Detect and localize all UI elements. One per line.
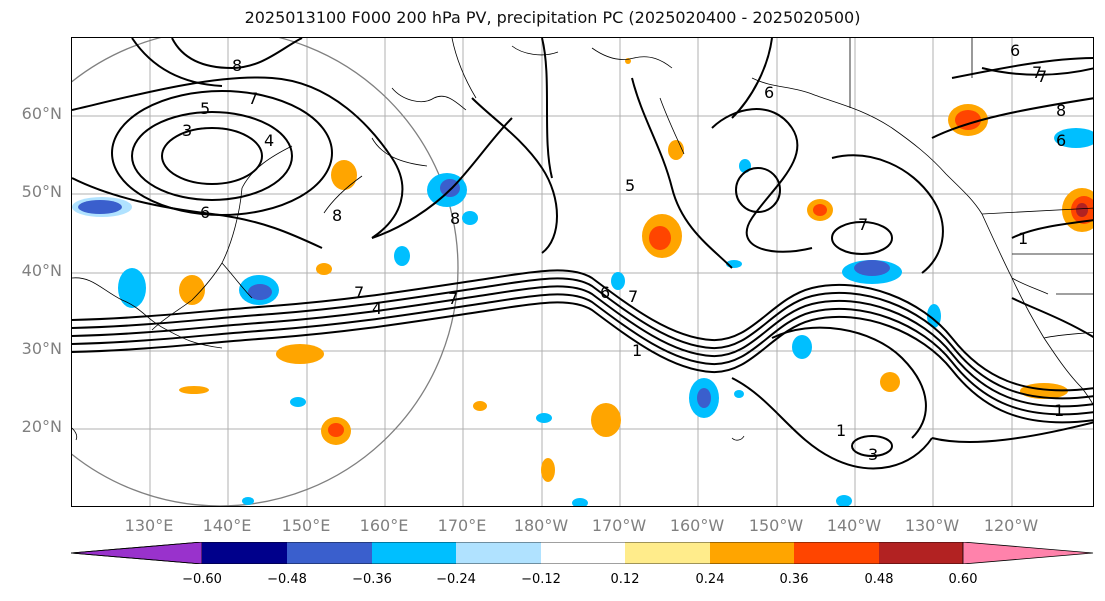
lat-label: 60°N <box>21 104 62 123</box>
graticule <box>72 38 1093 506</box>
contour-label: 7 <box>354 283 364 302</box>
colorbar-tick-label: 0.12 <box>610 572 640 587</box>
lon-label: 150°W <box>748 516 804 535</box>
colorbar-tick-label: −0.24 <box>436 572 476 587</box>
contour-label: 7 <box>858 215 868 234</box>
colorbar-tick-label: 0.60 <box>948 572 978 587</box>
contour-label: 7 <box>628 287 638 306</box>
contour-label: 8 <box>332 206 342 225</box>
colorbar-segment <box>962 542 1094 564</box>
colorbar-segment <box>541 542 625 564</box>
map-panel: 8 7 5 3 4 6 8 7 7 4 6 7 5 7 1 6 8 6 6 8 … <box>71 37 1094 507</box>
contour-label: 1 <box>632 341 642 360</box>
lon-label: 140°W <box>826 516 882 535</box>
colorbar-segment <box>879 542 963 564</box>
contour-label: 4 <box>264 131 274 150</box>
colorbar-segment <box>625 542 710 564</box>
precip-patches <box>72 58 1093 506</box>
contour-label: 5 <box>200 99 210 118</box>
colorbar-segment <box>456 542 541 564</box>
contour-label: 8 <box>450 209 460 228</box>
colorbar-segment <box>794 542 879 564</box>
radius-circle <box>72 38 459 506</box>
lon-label: 140°E <box>202 516 252 535</box>
contour-label: 3 <box>868 445 878 464</box>
colorbar-segment <box>71 542 203 564</box>
colorbar-tick-label: 0.24 <box>695 572 725 587</box>
lon-label: 160°E <box>359 516 409 535</box>
map-title: 2025013100 F000 200 hPa PV, precipitatio… <box>244 8 861 27</box>
contour-label: 4 <box>372 299 382 318</box>
contour-label: 6 <box>200 203 210 222</box>
contour-label: 5 <box>625 176 635 195</box>
contour-label: 6 <box>764 83 774 102</box>
lat-label: 30°N <box>21 339 62 358</box>
lon-label: 180°W <box>513 516 569 535</box>
lat-label: 50°N <box>21 182 62 201</box>
colorbar-segment <box>202 542 287 564</box>
lat-label: 40°N <box>21 261 62 280</box>
lon-label: 160°W <box>669 516 725 535</box>
contour-label: 6 <box>1010 41 1020 60</box>
lon-label: 120°W <box>983 516 1039 535</box>
contour-label: 1 <box>1018 229 1028 248</box>
colorbar-tick-label: −0.12 <box>521 572 561 587</box>
contour-label: 7 <box>248 89 258 108</box>
colorbar <box>71 542 1094 564</box>
contour-label: 7 <box>448 289 458 308</box>
colorbar-tick-label: −0.60 <box>182 572 222 587</box>
contour-label-group: 8 7 5 3 4 6 8 7 7 4 6 7 5 7 1 6 8 6 6 8 … <box>182 41 1066 464</box>
colorbar-tick-label: −0.36 <box>352 572 392 587</box>
contour-label: 7 <box>1032 63 1042 82</box>
colorbar-tick-label: 0.36 <box>779 572 809 587</box>
lon-label: 130°E <box>124 516 174 535</box>
pv-contours <box>72 38 1093 470</box>
contour-label: 1 <box>836 421 846 440</box>
colorbar-tick-label: 0.48 <box>864 572 894 587</box>
colorbar-segment <box>287 542 372 564</box>
lon-label: 130°W <box>904 516 960 535</box>
contour-label: 7 <box>1037 67 1047 86</box>
colorbar-segment <box>372 542 456 564</box>
contour-label: 6 <box>1056 131 1066 150</box>
contour-label: 8 <box>232 56 242 75</box>
contour-label: 8 <box>1056 101 1066 120</box>
contour-label: 1 <box>1054 401 1064 420</box>
colorbar-segment <box>710 542 794 564</box>
map-canvas: 8 7 5 3 4 6 8 7 7 4 6 7 5 7 1 6 8 6 6 8 … <box>72 38 1093 506</box>
contour-label: 3 <box>182 121 192 140</box>
contour-label: 6 <box>600 283 610 302</box>
lon-label: 170°W <box>591 516 647 535</box>
lon-label: 150°E <box>281 516 331 535</box>
colorbar-tick-label: −0.48 <box>267 572 307 587</box>
lon-label: 170°E <box>437 516 487 535</box>
coastlines <box>72 38 1093 441</box>
lat-label: 20°N <box>21 417 62 436</box>
